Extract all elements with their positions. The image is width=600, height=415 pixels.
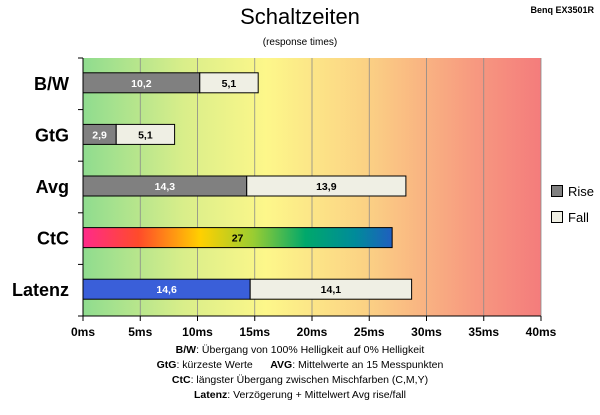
data-label-rise: 10,2 xyxy=(131,78,152,90)
x-tick-label: 15ms xyxy=(239,325,270,339)
footer-text: : kürzeste Werte xyxy=(176,359,253,371)
legend-label-rise: Rise xyxy=(568,183,595,199)
x-tick-label: 0ms xyxy=(71,325,95,339)
data-label-rise: 14,3 xyxy=(155,181,176,193)
footer-key: Latenz xyxy=(194,389,228,401)
category-label: GtG xyxy=(35,125,69,145)
bar-fall xyxy=(249,278,413,300)
footer-text: : längster Übergang zwischen Mischfarben… xyxy=(190,374,429,386)
footer-key: GtG xyxy=(156,359,177,371)
chart-subtitle: (response times) xyxy=(262,37,338,48)
category-label: B/W xyxy=(34,74,69,94)
x-tick-label: 10ms xyxy=(182,325,213,339)
category-label: Avg xyxy=(36,177,69,197)
footer-key: CtC xyxy=(171,374,191,386)
footer-line-gtg: GtG: kürzeste Werte AVG: Mittelwerte an … xyxy=(0,358,600,373)
footer-text: : Mittelwerte an 15 Messpunkten xyxy=(292,359,444,371)
x-tick-label: 30ms xyxy=(411,325,442,339)
x-tick-label: 40ms xyxy=(526,325,557,339)
brand-label: Benq EX3501R xyxy=(530,5,594,15)
bar-fall xyxy=(115,123,176,145)
legend-swatch-fall xyxy=(551,211,563,223)
x-tick-label: 25ms xyxy=(354,325,385,339)
category-label: Latenz xyxy=(12,280,69,300)
footer-key: B/W xyxy=(175,344,197,356)
data-label-fall: 5,1 xyxy=(222,78,237,90)
x-tick-label: 5ms xyxy=(128,325,152,339)
data-label-rise: 27 xyxy=(232,233,244,245)
footer-text: : Verzögerung + Mittelwert Avg rise/fall xyxy=(227,389,406,401)
legend-label-fall: Fall xyxy=(568,209,589,225)
legend: Rise Fall xyxy=(551,178,594,230)
legend-item-fall: Fall xyxy=(551,204,594,230)
data-label-fall: 5,1 xyxy=(138,129,153,141)
category-label: CtC xyxy=(37,229,69,249)
footer-line-bw: B/W: Übergang von 100% Helligkeit auf 0%… xyxy=(0,343,600,358)
footer-line-latenz: Latenz: Verzögerung + Mittelwert Avg ris… xyxy=(0,388,600,403)
footer-text: : Übergang von 100% Helligkeit auf 0% He… xyxy=(196,344,425,356)
data-label-fall: 14,1 xyxy=(321,284,342,296)
bar-fall xyxy=(246,175,407,197)
footer-notes: B/W: Übergang von 100% Helligkeit auf 0%… xyxy=(0,343,600,403)
x-tick-label: 35ms xyxy=(468,325,499,339)
data-label-rise: 14,6 xyxy=(156,284,177,296)
legend-item-rise: Rise xyxy=(551,178,594,204)
x-tick-label: 20ms xyxy=(297,325,328,339)
footer-line-ctc: CtC: längster Übergang zwischen Mischfar… xyxy=(0,373,600,388)
data-label-fall: 13,9 xyxy=(316,181,337,193)
data-label-rise: 2,9 xyxy=(92,129,107,141)
bar-fall xyxy=(199,72,259,94)
chart-title: Schaltzeiten xyxy=(240,4,360,29)
footer-key: AVG xyxy=(270,359,293,371)
legend-swatch-rise xyxy=(551,185,563,197)
